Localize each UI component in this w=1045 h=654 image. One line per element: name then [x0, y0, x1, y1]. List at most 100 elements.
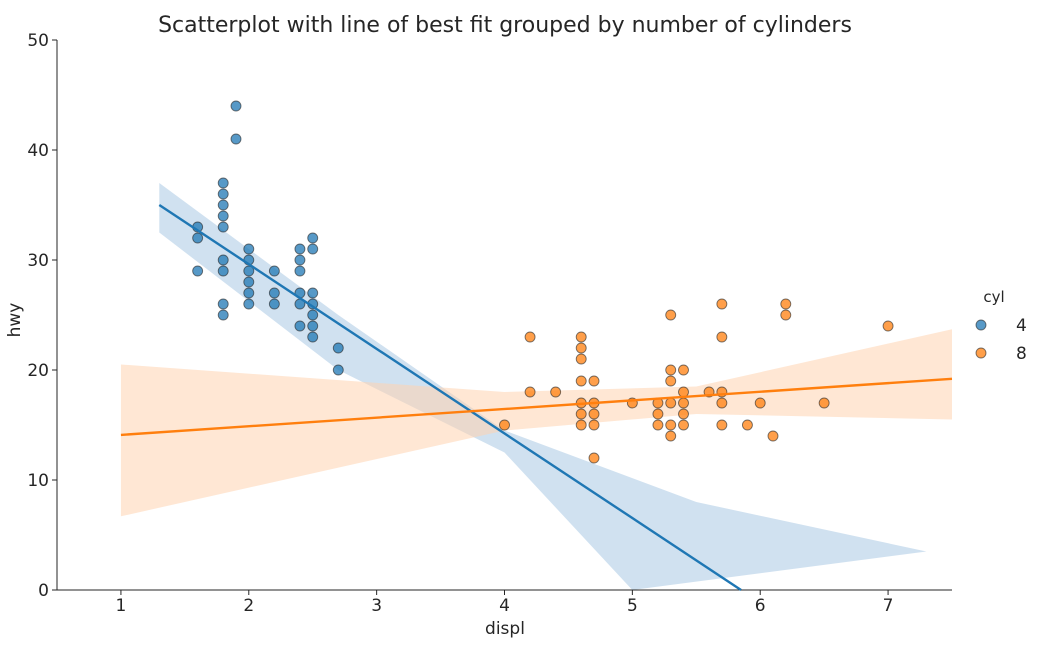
data-point-cyl-8: [716, 419, 728, 431]
data-point-cyl-8: [524, 331, 536, 343]
data-point-cyl-4: [332, 364, 344, 376]
x-tick-label: 2: [243, 596, 254, 616]
data-point-cyl-4: [192, 232, 204, 244]
data-point-cyl-8: [882, 320, 894, 332]
y-tick-label: 30: [27, 251, 49, 271]
data-point-cyl-4: [307, 331, 319, 343]
data-point-cyl-4: [268, 287, 280, 299]
y-tick-label: 0: [38, 581, 49, 601]
data-point-cyl-4: [243, 276, 255, 288]
data-point-cyl-8: [588, 452, 600, 464]
data-point-cyl-4: [217, 254, 229, 266]
fit-line-cyl-4: [158, 203, 742, 592]
data-point-cyl-8: [716, 331, 728, 343]
x-tick-label: 1: [116, 596, 127, 616]
data-point-cyl-8: [665, 430, 677, 442]
data-point-cyl-8: [678, 397, 689, 409]
data-point-cyl-8: [499, 419, 510, 431]
data-point-cyl-4: [268, 298, 280, 310]
data-point-cyl-8: [678, 419, 689, 431]
data-point-cyl-8: [665, 397, 677, 409]
data-point-cyl-4: [307, 232, 319, 244]
x-axis-label: displ: [485, 619, 525, 639]
x-tick-label: 3: [371, 596, 382, 616]
legend: cyl 4 8: [975, 288, 1027, 364]
data-point-cyl-4: [307, 320, 319, 332]
x-tick-label: 6: [755, 596, 766, 616]
data-point-cyl-4: [294, 320, 306, 332]
confidence-band-cyl-8: [120, 329, 952, 517]
data-point-cyl-8: [665, 309, 677, 321]
data-point-cyl-8: [754, 397, 766, 409]
legend-title: cyl: [983, 288, 1004, 306]
y-axis-label: hwy: [5, 303, 25, 338]
data-point-cyl-8: [767, 430, 779, 442]
data-point-cyl-8: [780, 298, 792, 310]
data-point-cyl-4: [307, 309, 319, 321]
data-point-cyl-8: [575, 331, 587, 343]
data-point-cyl-8: [575, 342, 587, 354]
data-point-cyl-4: [217, 298, 229, 310]
data-point-cyl-4: [217, 309, 229, 321]
data-point-cyl-4: [307, 287, 319, 299]
data-point-cyl-8: [716, 397, 728, 409]
data-point-cyl-8: [652, 419, 664, 431]
data-point-cyl-8: [575, 408, 587, 420]
x-tick-label: 5: [627, 596, 638, 616]
fit-lines: [120, 203, 953, 592]
data-point-cyl-8: [575, 419, 587, 431]
data-point-cyl-4: [307, 243, 319, 255]
data-point-cyl-4: [230, 133, 242, 145]
x-tick-label: 7: [883, 596, 894, 616]
data-point-cyl-8: [665, 419, 677, 431]
x-tick-label: 4: [499, 596, 510, 616]
data-point-cyl-4: [217, 210, 229, 222]
data-point-cyl-4: [294, 265, 306, 277]
data-point-cyl-8: [550, 386, 562, 398]
data-point-cyl-8: [678, 408, 689, 420]
data-point-cyl-8: [665, 375, 677, 387]
data-point-cyl-4: [217, 199, 229, 211]
data-point-cyl-8: [524, 386, 536, 398]
data-point-cyl-8: [575, 375, 587, 387]
data-point-cyl-4: [294, 243, 306, 255]
data-point-cyl-4: [217, 265, 229, 277]
y-tick-label: 50: [27, 31, 49, 51]
legend-label-cyl-4: 4: [1016, 316, 1027, 336]
data-point-cyl-8: [741, 419, 753, 431]
confidence-bands: [120, 183, 952, 590]
data-point-cyl-4: [332, 342, 344, 354]
data-point-cyl-4: [243, 243, 255, 255]
data-point-cyl-8: [652, 408, 664, 420]
y-tick-label: 10: [27, 471, 49, 491]
legend-marker-cyl-8: [975, 347, 987, 359]
data-point-cyl-8: [575, 353, 587, 365]
data-point-cyl-8: [818, 397, 830, 409]
data-point-cyl-4: [217, 177, 229, 189]
data-point-cyl-4: [294, 254, 306, 266]
data-point-cyl-4: [230, 100, 242, 112]
data-point-cyl-8: [716, 298, 728, 310]
data-point-cyl-4: [268, 265, 280, 277]
data-point-cyl-4: [243, 265, 255, 277]
data-point-cyl-4: [243, 298, 255, 310]
axes: 1 2 3 4 5 6 7 0 10 20 30 40 50: [27, 31, 952, 616]
data-point-cyl-4: [217, 188, 229, 200]
legend-label-cyl-8: 8: [1016, 344, 1027, 364]
data-point-cyl-8: [678, 364, 689, 376]
legend-marker-cyl-4: [975, 319, 987, 331]
confidence-band-cyl-4: [159, 183, 927, 590]
data-point-cyl-4: [243, 287, 255, 299]
data-point-cyl-8: [588, 419, 600, 431]
fit-line-cyl-8: [120, 377, 953, 437]
data-point-cyl-8: [665, 364, 677, 376]
y-tick-label: 40: [27, 141, 49, 161]
data-point-cyl-8: [780, 309, 792, 321]
data-point-cyl-8: [588, 408, 600, 420]
chart-title: Scatterplot with line of best fit groupe…: [158, 13, 852, 38]
data-point-cyl-4: [192, 265, 204, 277]
y-tick-label: 20: [27, 361, 49, 381]
data-point-cyl-4: [217, 221, 229, 233]
data-point-cyl-8: [588, 375, 600, 387]
